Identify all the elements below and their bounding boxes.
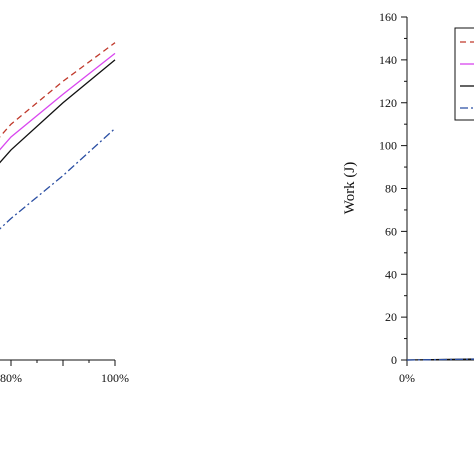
right-y-tick-label: 160 [379, 10, 397, 24]
legend [454, 27, 474, 121]
left-x-tick-label: 100% [101, 371, 129, 385]
right-chart-panel: 0 20 40 60 80 100 120 140 160 0% Work (J) [342, 10, 474, 385]
left-series-line-4 [0, 128, 116, 230]
right-y-tick-label: 60 [385, 224, 397, 238]
left-x-tick-label: 80% [0, 371, 22, 385]
right-y-tick-label: 120 [379, 96, 397, 110]
left-series-line-2 [0, 52, 116, 151]
left-chart-panel: 80% 100% [0, 42, 129, 385]
right-y-tick-label: 80 [385, 182, 397, 196]
left-series-line-3 [0, 59, 116, 164]
right-y-tick-label: 40 [385, 267, 397, 281]
right-y-tick-label: 140 [379, 53, 397, 67]
right-y-tick-label: 100 [379, 139, 397, 153]
right-y-axis-label: Work (J) [342, 162, 358, 215]
right-y-tick-label: 0 [391, 353, 397, 367]
legend-box [454, 27, 474, 121]
left-series-line-1 [0, 42, 116, 138]
right-x-tick-label: 0% [399, 371, 415, 385]
right-y-tick-label: 20 [385, 310, 397, 324]
right-series-line-1 [406, 358, 474, 361]
